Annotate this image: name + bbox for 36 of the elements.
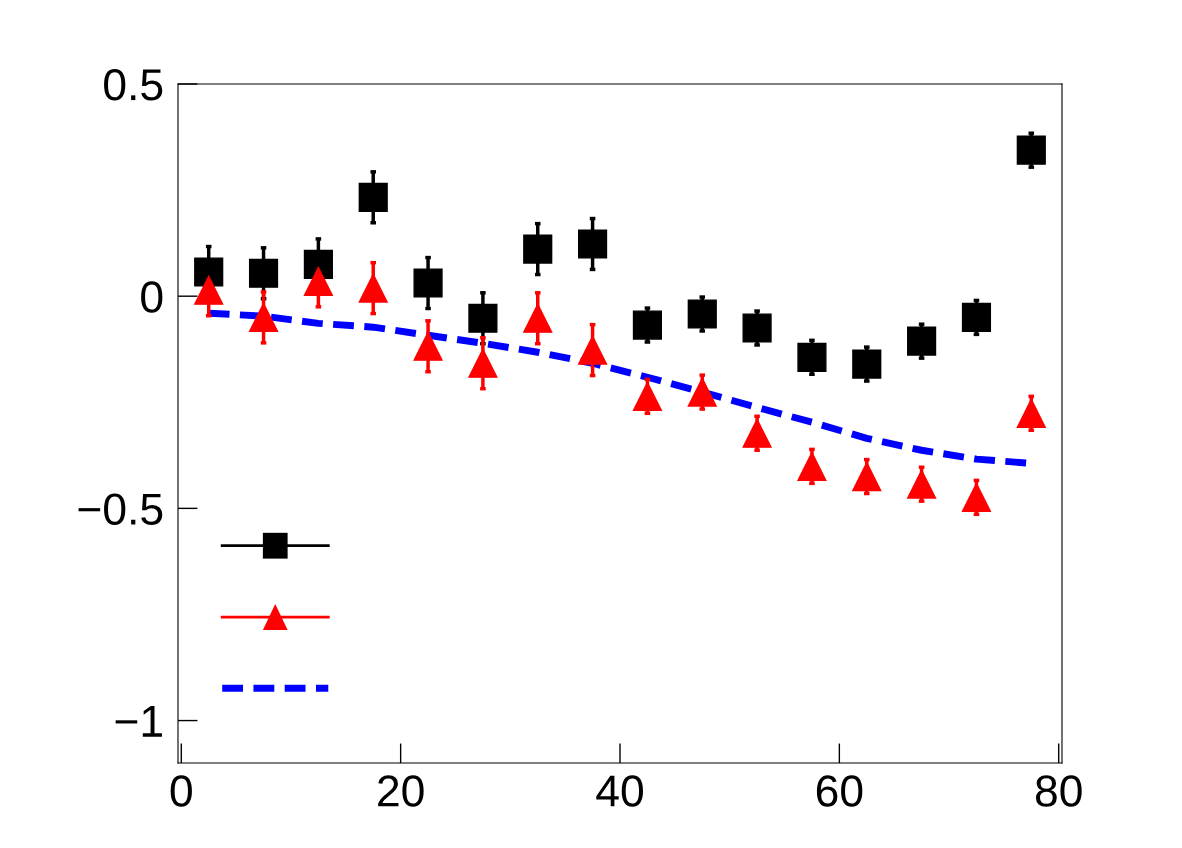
y-tick-label: −0.5 [78,493,163,525]
point [797,342,827,372]
point [687,377,717,407]
point [577,229,608,259]
x-tick-label: 80 [1035,775,1082,807]
point [413,331,443,361]
point [577,335,608,365]
point [852,349,882,379]
point [632,310,663,340]
point [907,469,937,499]
point [358,273,388,303]
point [194,275,224,305]
point [742,313,772,343]
point [303,266,333,296]
x-tick-label: 60 [816,775,863,807]
point [1016,135,1046,165]
point [358,182,388,212]
point [523,303,553,333]
point [194,257,224,287]
y-tick-label: −1 [115,706,162,737]
point [303,249,333,279]
point [468,348,498,378]
y-tick-label: 0 [141,281,163,313]
point [742,418,772,448]
point [852,461,882,492]
x-tick-label: 0 [170,775,192,807]
point [907,326,937,356]
y-tick-label: 0.5 [104,69,163,101]
point [248,302,279,332]
point [248,258,279,288]
point [523,234,553,264]
x-tick-label: 20 [378,775,424,807]
x-tick-label: 40 [596,775,643,807]
point [468,303,498,333]
point [687,299,717,329]
point [413,268,443,298]
